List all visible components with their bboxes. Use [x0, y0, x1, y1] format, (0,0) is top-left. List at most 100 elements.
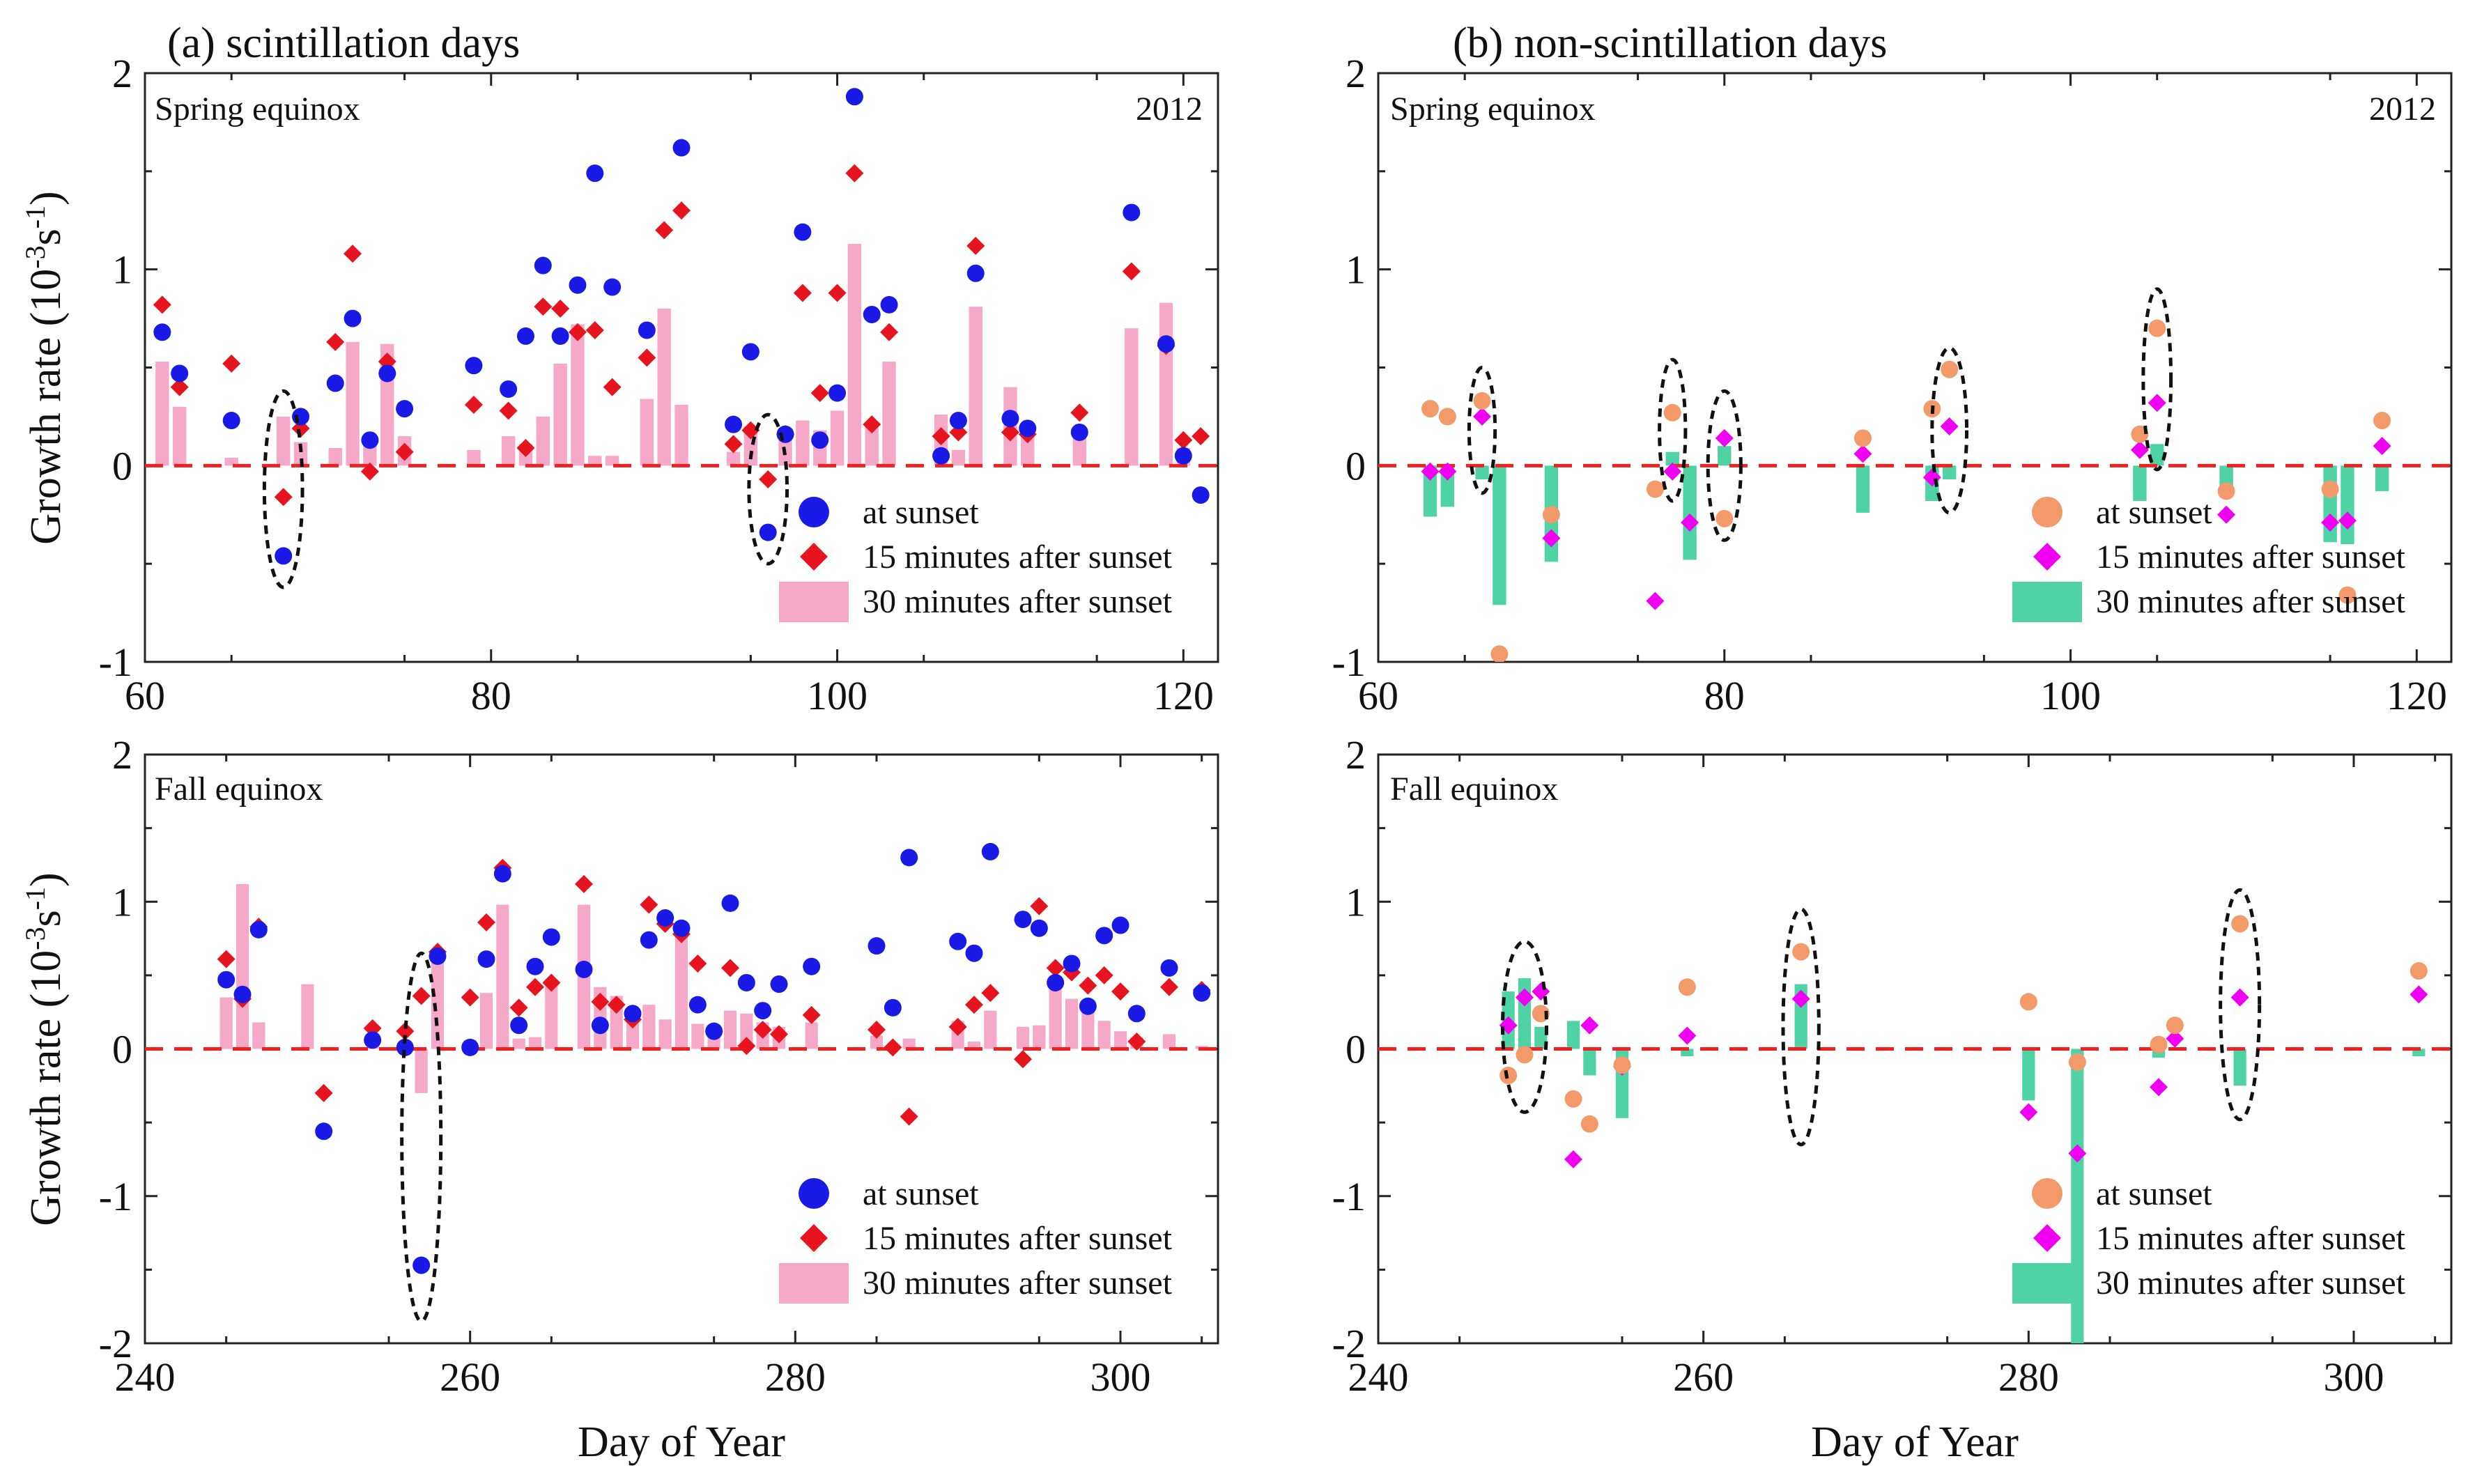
bar-30min: [1033, 1025, 1046, 1049]
point-sunset: [1192, 486, 1210, 504]
point-sunset: [1019, 419, 1037, 438]
point-15min: [1580, 1016, 1599, 1035]
point-15min: [948, 1017, 967, 1036]
x-tick-label: 280: [765, 1354, 826, 1400]
point-sunset: [1030, 919, 1048, 937]
point-15min: [828, 284, 847, 302]
point-sunset: [2231, 915, 2249, 933]
bar-30min: [640, 399, 654, 466]
point-sunset: [1613, 1056, 1631, 1074]
point-sunset: [412, 1256, 431, 1274]
point-sunset: [1014, 911, 1032, 929]
bar-30min: [301, 984, 314, 1049]
point-sunset: [2019, 993, 2037, 1011]
panel-non-scintillation-fall: Fall equinox 240 260 280 300 -2 -1 0 1 2 at sunse…: [1332, 732, 2453, 1400]
bar-30min: [536, 416, 550, 466]
point-15min: [607, 996, 626, 1014]
bar-30min: [2022, 1049, 2035, 1101]
x-tick-label: 60: [1358, 673, 1398, 718]
point-15min: [542, 973, 561, 992]
point-15min: [2321, 513, 2340, 532]
bar-30min: [1065, 998, 1079, 1049]
point-sunset: [361, 431, 379, 449]
point-15min: [1095, 966, 1113, 984]
point-sunset: [493, 865, 511, 883]
bar-30min: [674, 936, 688, 1049]
point-15min: [1122, 262, 1141, 281]
x-tick-label: 100: [2040, 673, 2101, 718]
legend-marker-30min: [779, 582, 849, 622]
point-15min: [741, 421, 760, 440]
point-sunset: [534, 256, 552, 275]
point-sunset: [725, 415, 743, 433]
point-15min: [1473, 407, 1492, 426]
legend-marker-15min: [2033, 1224, 2061, 1252]
point-sunset: [754, 1002, 772, 1020]
bar-30min: [2219, 465, 2233, 488]
x-tick-label: 240: [1348, 1354, 1409, 1400]
bar-30min: [415, 1049, 428, 1093]
bar-30min: [293, 442, 308, 466]
point-sunset: [364, 1031, 382, 1049]
data-marks: [1378, 287, 2451, 662]
y-tick-label: 0: [112, 443, 132, 488]
bar-30min: [847, 244, 862, 466]
bar-30min: [346, 341, 360, 466]
point-15min: [217, 950, 236, 968]
point-sunset: [222, 412, 240, 430]
point-15min: [966, 236, 985, 255]
plot-area: 60 80 100 120 -1 0 1 2 at sunset 15 minutes after…: [1332, 51, 2451, 718]
point-sunset: [575, 960, 593, 978]
point-15min: [965, 996, 983, 1014]
x-axis-title-right: Day of Year: [1811, 1419, 2019, 1466]
point-15min: [360, 462, 379, 481]
point-sunset: [2150, 1035, 2168, 1053]
point-sunset: [965, 944, 983, 962]
point-sunset: [551, 327, 569, 345]
x-tick-label: 80: [1704, 673, 1745, 718]
point-15min: [981, 984, 1000, 1003]
season-label: Fall equinox: [155, 771, 323, 807]
point-sunset: [884, 998, 902, 1017]
point-15min: [534, 297, 553, 316]
point-15min: [1663, 462, 1682, 481]
legend-marker-15min: [800, 1224, 828, 1252]
point-sunset: [705, 1022, 723, 1040]
legend-label-s15: 15 minutes after sunset: [863, 1220, 1173, 1257]
point-15min: [516, 438, 535, 457]
point-sunset: [171, 364, 189, 382]
point-sunset: [932, 447, 950, 465]
point-15min: [499, 401, 518, 420]
x-tick-label: 60: [125, 673, 165, 718]
point-sunset: [1678, 978, 1696, 996]
legend-marker-30min: [2012, 582, 2082, 622]
highlight-ellipse: [2141, 287, 2173, 472]
highlight-ellipse: [262, 389, 304, 589]
point-sunset: [2166, 1017, 2184, 1035]
point-sunset: [396, 400, 414, 418]
x-tick-label: 120: [2387, 673, 2447, 718]
bar-30min: [1856, 465, 1870, 513]
point-15min: [737, 1037, 756, 1056]
highlight-ellipse: [400, 951, 443, 1323]
point-15min: [900, 1107, 918, 1126]
y-tick-label: 2: [1346, 51, 1366, 96]
plot-area: 60 80 100 120 -1 0 1 2 at sunset 15 minutes after…: [99, 51, 1218, 718]
y-tick-label: -1: [99, 640, 132, 685]
point-15min: [810, 384, 829, 403]
season-label: Spring equinox: [155, 91, 360, 127]
point-sunset: [477, 950, 495, 968]
point-sunset: [672, 919, 691, 937]
x-tick-label: 280: [1998, 1354, 2059, 1400]
x-axis-title-left: Day of Year: [578, 1419, 785, 1466]
bar-30min: [528, 1037, 542, 1049]
point-15min: [2373, 437, 2391, 456]
point-15min: [1046, 959, 1065, 977]
point-sunset: [1499, 1067, 1518, 1085]
point-15min: [753, 1021, 772, 1039]
point-15min: [1791, 989, 1810, 1008]
x-tick-label: 80: [471, 673, 511, 718]
point-15min: [1421, 462, 1440, 481]
point-15min: [1564, 1150, 1582, 1168]
highlight-ellipse: [1930, 346, 1969, 515]
